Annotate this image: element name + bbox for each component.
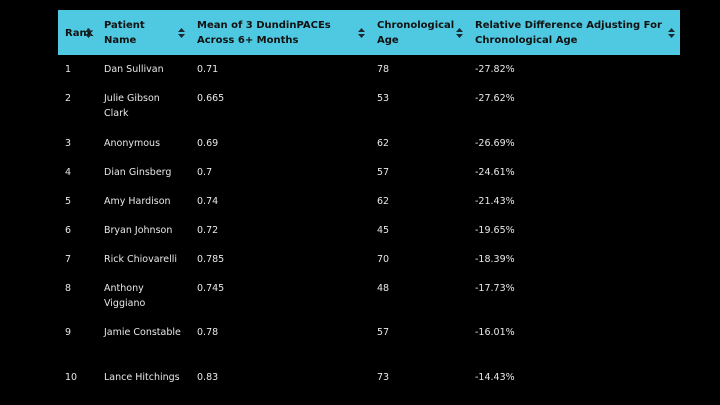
cell-rank: 8 — [65, 282, 72, 294]
cell-relative-difference: -21.43% — [475, 195, 515, 207]
cell-mean: 0.78 — [197, 327, 219, 338]
leaderboard-table-container: Rank Patient Name Mean of 3 DundinPACEs … — [58, 10, 680, 392]
table-row: 4 Dian Ginsberg 0.7 57 -24.61% — [58, 158, 680, 187]
table-row: 7 Rick Chiovarelli 0.785 70 -18.39% — [58, 245, 680, 274]
cell-mean: 0.83 — [197, 371, 219, 383]
column-header-mean-dunedinpace[interactable]: Mean of 3 DundinPACEs Across 6+ Months — [190, 10, 370, 55]
table-row: 10 Lance Hitchings 0.83 73 -14.43% — [58, 363, 680, 392]
column-header-chronological-age[interactable]: Chronological Age — [370, 10, 468, 55]
cell-rank: 3 — [65, 137, 72, 149]
cell-patient-name: Rick Chiovarelli — [104, 253, 177, 265]
cell-rank: 9 — [65, 327, 72, 338]
cell-relative-difference: -14.43% — [475, 371, 515, 383]
cell-age: 78 — [377, 64, 390, 75]
table-row: 9 Jamie Constable 0.78 57 -16.01% — [58, 318, 680, 363]
cell-rank: 2 — [65, 93, 72, 104]
cell-age: 48 — [377, 282, 390, 294]
leaderboard-table: Rank Patient Name Mean of 3 DundinPACEs … — [58, 10, 680, 392]
cell-patient-name: Julie Gibson Clark — [104, 93, 160, 119]
cell-relative-difference: -24.61% — [475, 166, 515, 178]
cell-mean: 0.785 — [197, 253, 225, 265]
cell-rank: 7 — [65, 253, 72, 265]
sort-icon[interactable] — [85, 27, 92, 38]
cell-patient-name: Bryan Johnson — [104, 224, 173, 236]
cell-mean: 0.7 — [197, 166, 213, 178]
cell-mean: 0.71 — [197, 64, 219, 75]
column-header-rank[interactable]: Rank — [58, 10, 97, 55]
cell-relative-difference: -19.65% — [475, 224, 515, 236]
cell-patient-name: Anthony Viggiano — [104, 282, 146, 309]
column-header-label: Chronological Age — [377, 20, 455, 46]
cell-rank: 1 — [65, 64, 72, 75]
cell-patient-name: Dan Sullivan — [104, 64, 164, 75]
cell-age: 57 — [377, 166, 390, 178]
cell-age: 53 — [377, 93, 390, 104]
cell-relative-difference: -26.69% — [475, 137, 515, 149]
cell-mean: 0.69 — [197, 137, 219, 149]
sort-icon[interactable] — [358, 27, 365, 38]
sort-icon[interactable] — [668, 27, 675, 38]
cell-relative-difference: -27.82% — [475, 64, 515, 75]
cell-relative-difference: -18.39% — [475, 253, 515, 265]
table-row: 5 Amy Hardison 0.74 62 -21.43% — [58, 187, 680, 216]
cell-mean: 0.665 — [197, 93, 225, 104]
cell-age: 62 — [377, 137, 390, 149]
cell-relative-difference: -16.01% — [475, 327, 515, 338]
cell-age: 62 — [377, 195, 390, 207]
cell-age: 57 — [377, 327, 390, 338]
table-row: 1 Dan Sullivan 0.71 78 -27.82% — [58, 55, 680, 84]
table-body: 1 Dan Sullivan 0.71 78 -27.82% 2 Julie G… — [58, 55, 680, 392]
column-header-relative-difference[interactable]: Relative Difference Adjusting For Chrono… — [468, 10, 680, 55]
cell-rank: 10 — [65, 371, 78, 383]
cell-patient-name: Lance Hitchings — [104, 371, 180, 383]
cell-patient-name: Jamie Constable — [104, 327, 181, 338]
table-row: 2 Julie Gibson Clark 0.665 53 -27.62% — [58, 84, 680, 129]
cell-relative-difference: -17.73% — [475, 282, 515, 294]
cell-relative-difference: -27.62% — [475, 93, 515, 104]
column-header-label: Relative Difference Adjusting For Chrono… — [475, 20, 662, 46]
column-header-patient-name[interactable]: Patient Name — [97, 10, 190, 55]
cell-patient-name: Amy Hardison — [104, 195, 171, 207]
table-row: 6 Bryan Johnson 0.72 45 -19.65% — [58, 216, 680, 245]
table-row: 3 Anonymous 0.69 62 -26.69% — [58, 129, 680, 158]
cell-age: 70 — [377, 253, 390, 265]
cell-age: 73 — [377, 371, 390, 383]
cell-mean: 0.745 — [197, 282, 225, 294]
table-header: Rank Patient Name Mean of 3 DundinPACEs … — [58, 10, 680, 55]
cell-patient-name: Dian Ginsberg — [104, 166, 172, 178]
cell-age: 45 — [377, 224, 390, 236]
sort-icon[interactable] — [178, 27, 185, 38]
cell-mean: 0.72 — [197, 224, 219, 236]
cell-mean: 0.74 — [197, 195, 219, 207]
cell-rank: 5 — [65, 195, 72, 207]
header-row: Rank Patient Name Mean of 3 DundinPACEs … — [58, 10, 680, 55]
table-row: 8 Anthony Viggiano 0.745 48 -17.73% — [58, 274, 680, 319]
cell-rank: 4 — [65, 166, 72, 178]
column-header-label: Patient Name — [104, 20, 145, 46]
cell-rank: 6 — [65, 224, 72, 236]
sort-icon[interactable] — [456, 27, 463, 38]
column-header-label: Mean of 3 DundinPACEs Across 6+ Months — [197, 20, 331, 46]
cell-patient-name: Anonymous — [104, 137, 161, 149]
column-header-label: Rank — [65, 27, 94, 39]
